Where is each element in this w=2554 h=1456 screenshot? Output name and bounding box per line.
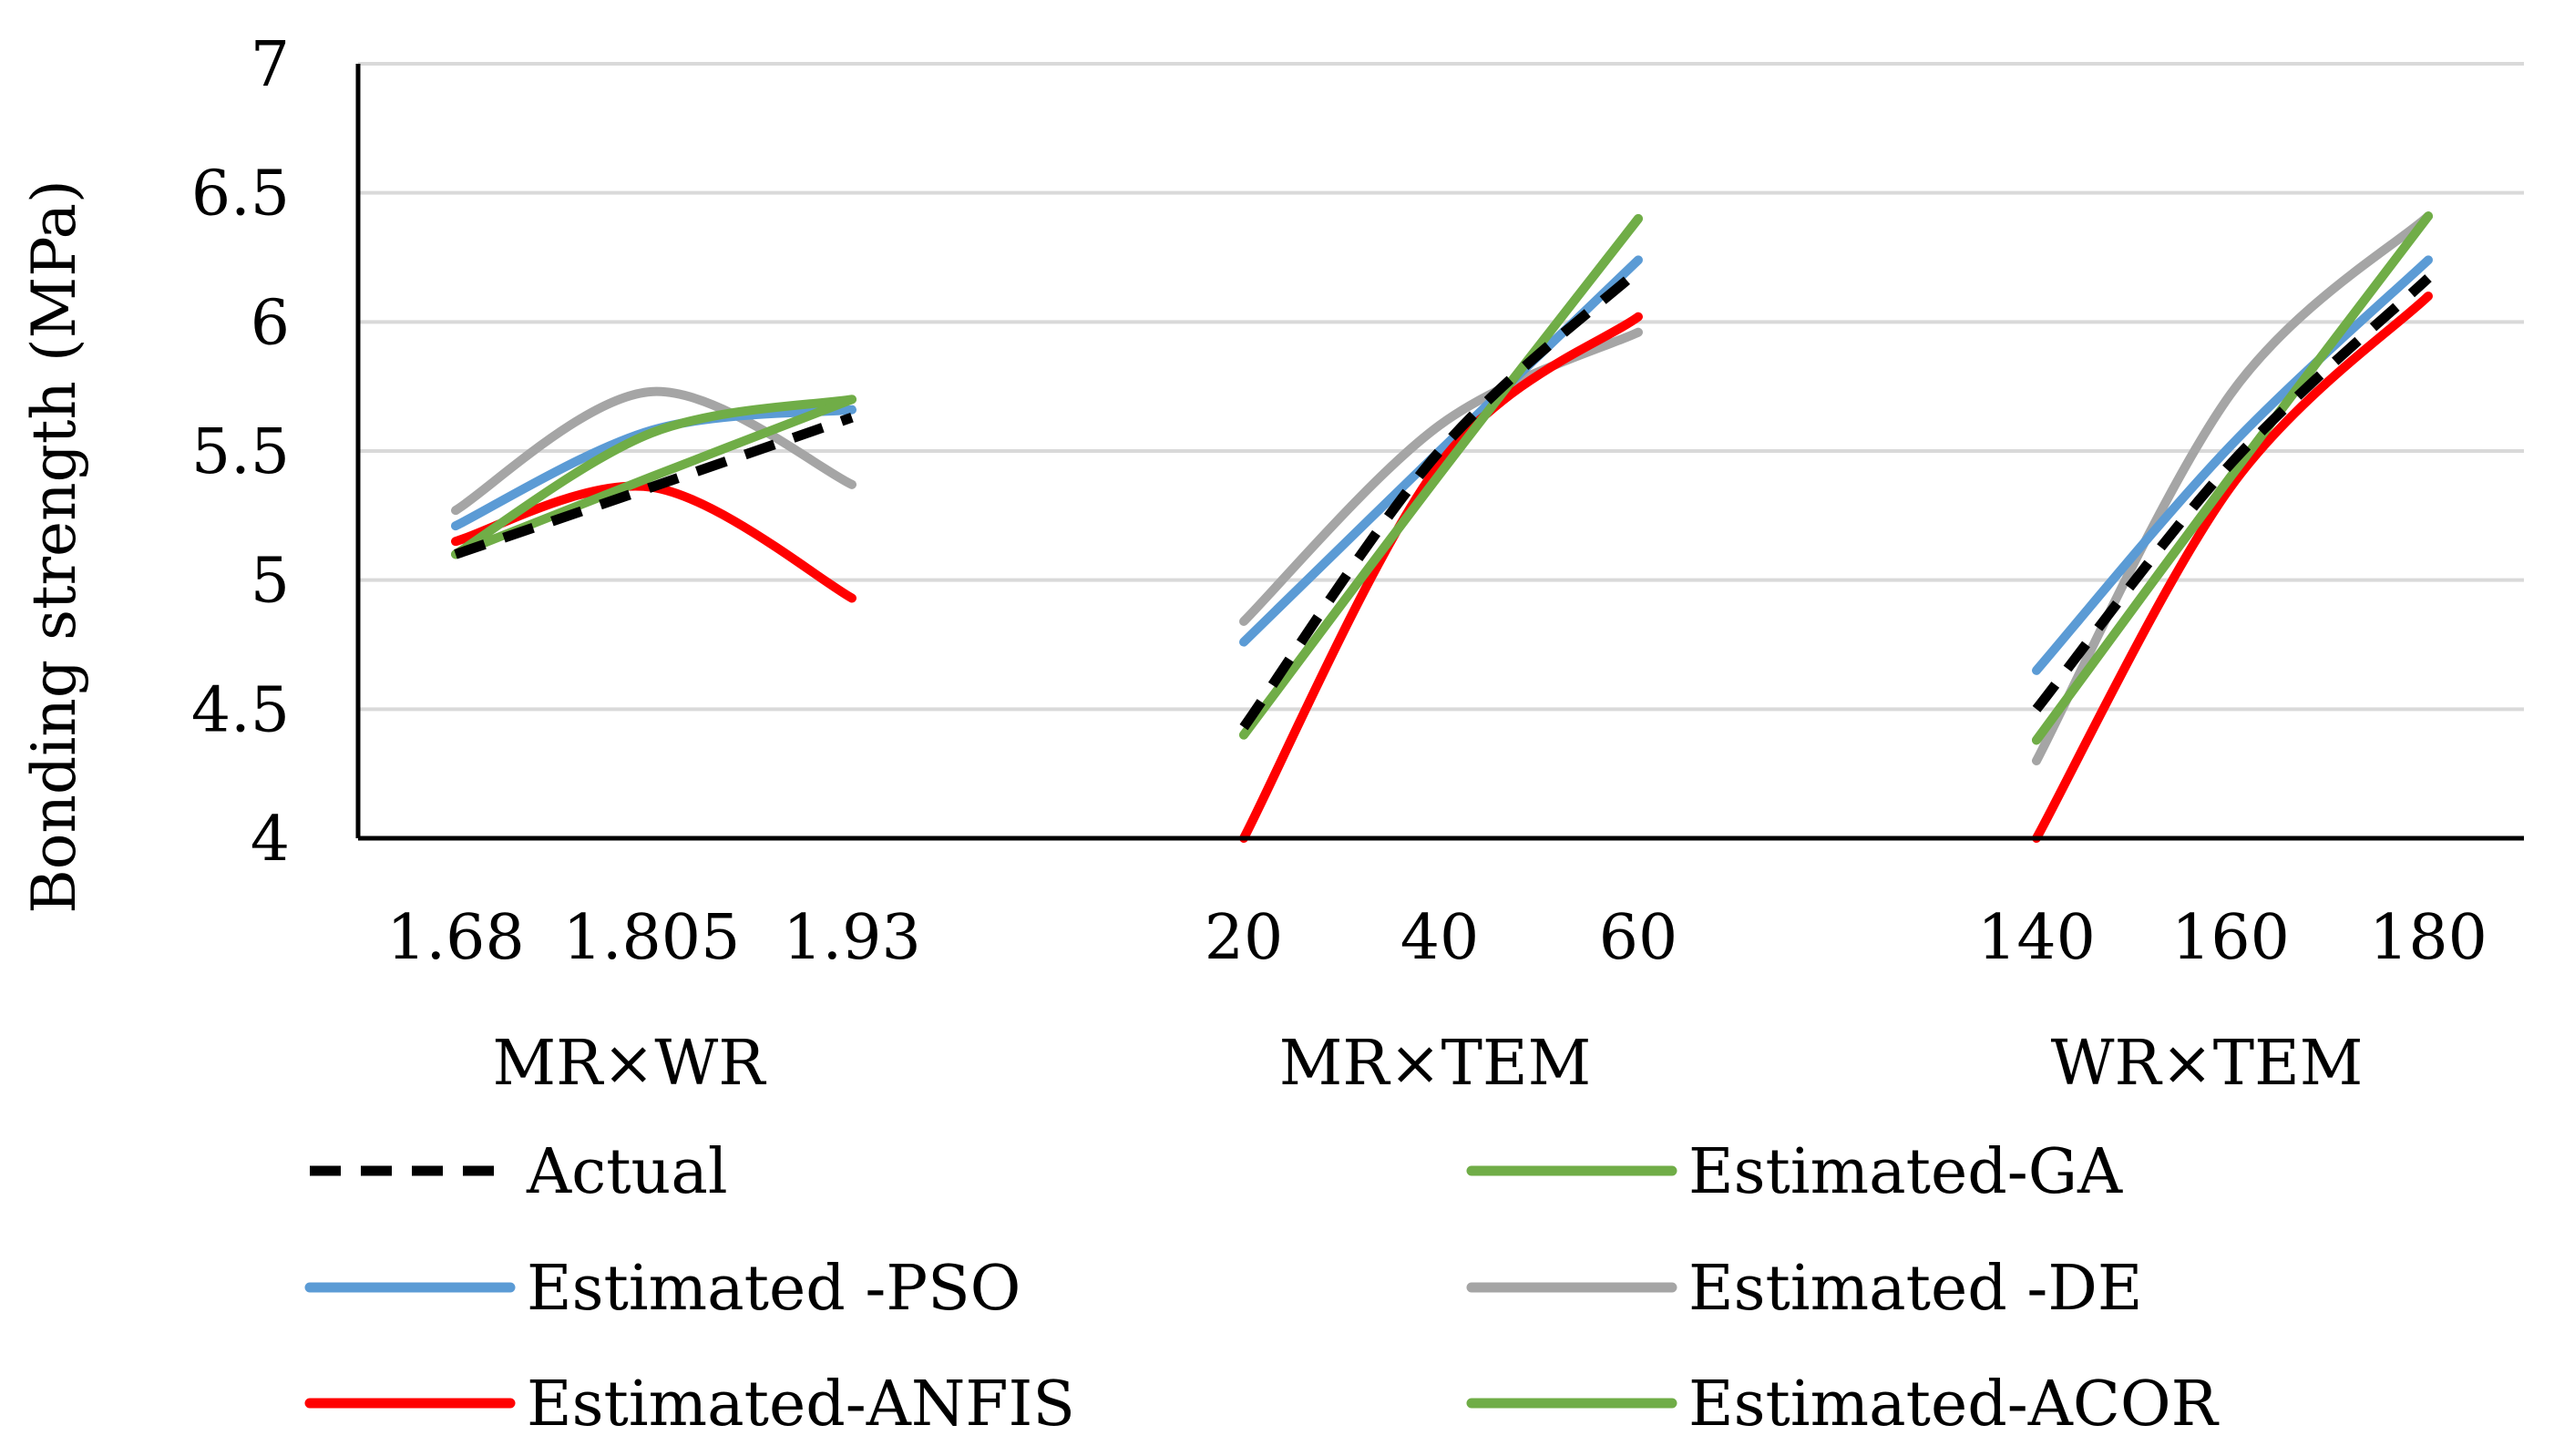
x-tick-label: 40	[1400, 902, 1480, 974]
y-tick-label: 5.5	[191, 416, 290, 488]
series-line-estimated-acor-group-1	[451, 395, 856, 559]
series-line-estimated-anfis-group-2	[1239, 312, 1643, 843]
series-line-estimated-ga-group-1	[451, 395, 856, 559]
x-tick-label: 160	[2171, 902, 2290, 974]
legend-label: Estimated -PSO	[527, 1253, 1021, 1325]
y-tick-label: 5	[251, 546, 290, 618]
y-tick-label: 4.5	[191, 674, 290, 746]
series-line-estimated-acor-group-2	[1239, 214, 1643, 740]
x-group-label: WR×TEM	[2051, 1028, 2364, 1100]
x-tick-label: 140	[1977, 902, 2096, 974]
series-line-actual-group-2	[1239, 266, 1642, 731]
legend: Actual Estimated-GA Estimated -PSO Estimate…	[304, 1136, 2220, 1441]
y-tick-label: 7	[251, 29, 290, 101]
gridlines	[358, 62, 2524, 712]
y-tick-label: 6	[251, 287, 290, 359]
y-tick-label: 4	[251, 804, 290, 876]
x-tick-label: 180	[2369, 902, 2487, 974]
series-line-estimated-pso-group-2	[1239, 255, 1643, 647]
legend-label: Estimated-ANFIS	[527, 1369, 1075, 1441]
legend-label: Estimated-ACOR	[1688, 1369, 2220, 1441]
x-tick-labels: 1.68 1.805 1.93 20 40 60 140 160 180	[386, 902, 2487, 974]
series-lines	[451, 211, 2433, 843]
y-tick-labels: 4 4.5 5 5.5 6 6.5 7	[191, 29, 290, 876]
x-tick-label: 60	[1599, 902, 1678, 974]
x-group-label: MR×WR	[493, 1028, 767, 1100]
series-line-estimated-pso-group-3	[2032, 255, 2433, 675]
series-line-estimated-de-group-2	[1239, 327, 1643, 626]
series-line-actual-group-3	[2032, 274, 2432, 713]
series-line-estimated-de-group-1	[451, 386, 856, 516]
series-line-estimated-anfis-group-3	[2032, 292, 2433, 843]
x-group-label: MR×TEM	[1279, 1028, 1591, 1100]
legend-label: Actual	[526, 1136, 728, 1208]
series-line-estimated-acor-group-3	[2032, 211, 2433, 745]
y-tick-label: 6.5	[191, 159, 290, 231]
legend-label: Estimated-GA	[1688, 1136, 2123, 1208]
x-tick-label: 20	[1205, 902, 1284, 974]
y-axis-label: Bonding strength (MPa)	[19, 179, 89, 913]
x-tick-label: 1.93	[783, 902, 920, 974]
group-labels: MR×WR MR×TEM WR×TEM	[493, 1028, 2364, 1100]
series-line-actual-group-1	[454, 412, 854, 559]
legend-label: Estimated -DE	[1688, 1253, 2142, 1325]
x-tick-label: 1.805	[563, 902, 741, 974]
x-tick-label: 1.68	[386, 902, 524, 974]
axes	[355, 64, 2524, 841]
